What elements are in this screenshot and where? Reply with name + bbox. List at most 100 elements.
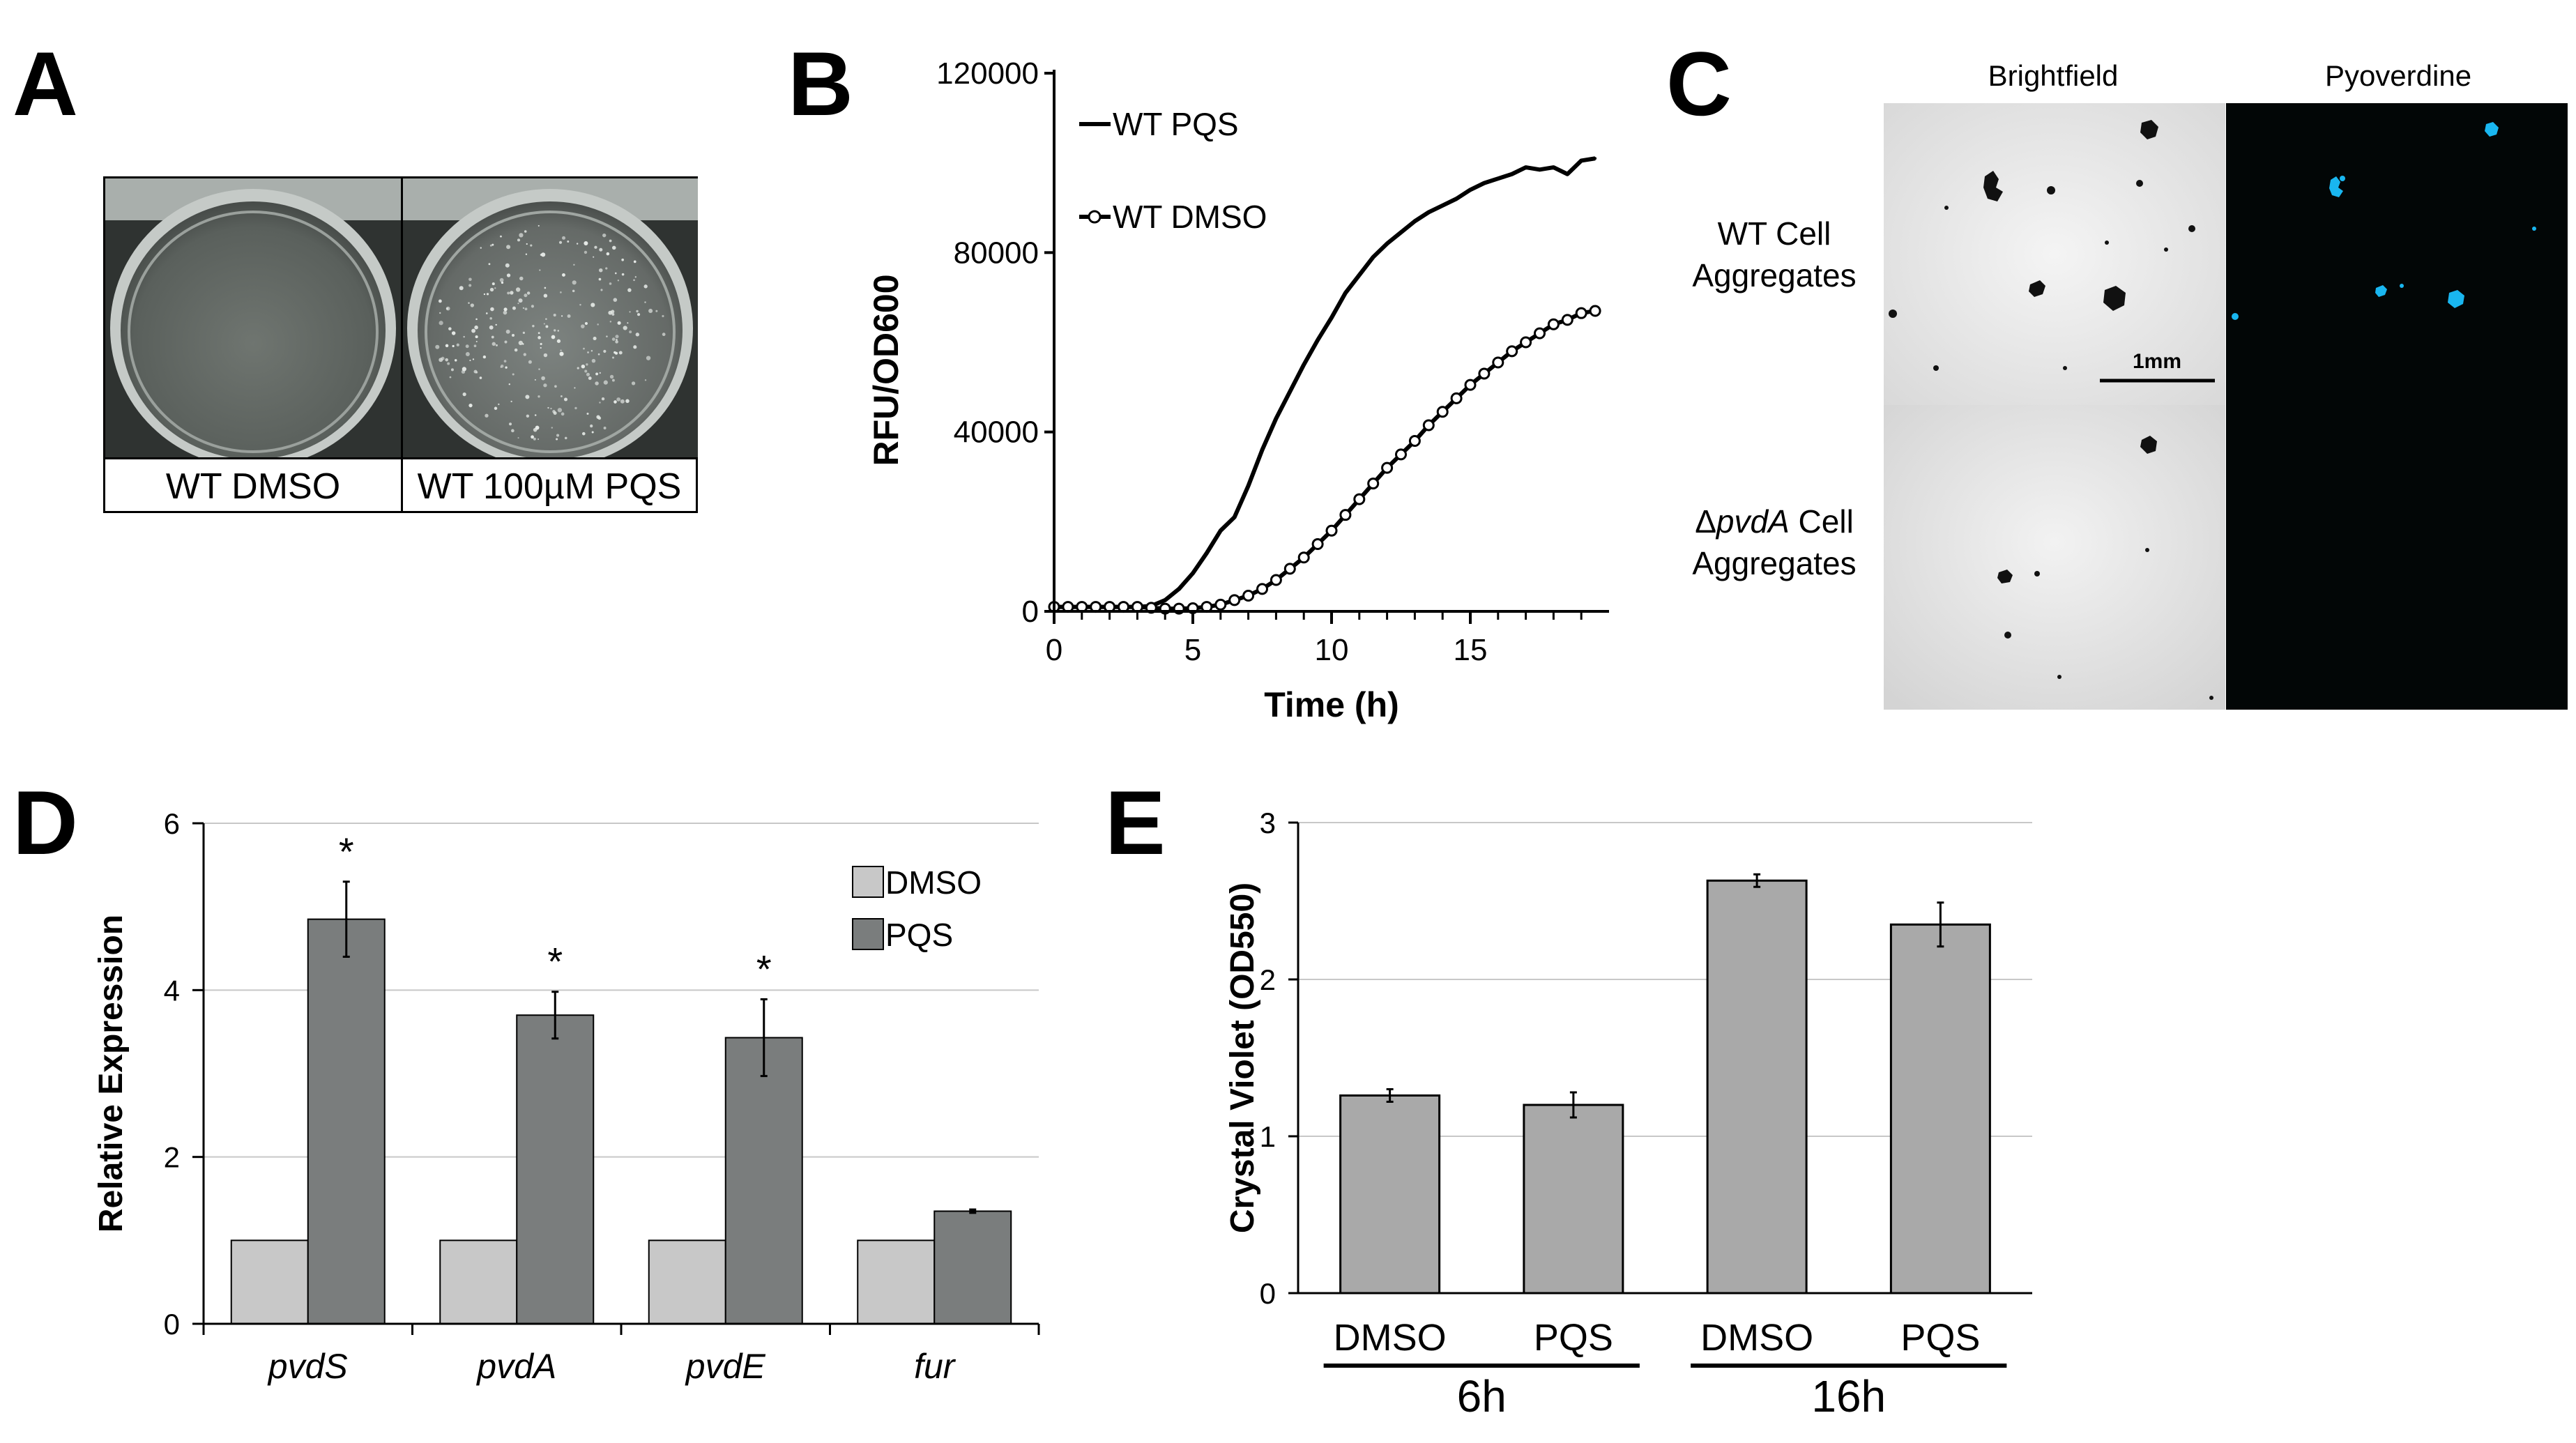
panel-label-a: A (13, 33, 78, 135)
aggregate-speck (526, 291, 531, 295)
aggregate-speck (620, 399, 625, 404)
aggregate-speck (543, 323, 545, 325)
aggregate-speck (584, 321, 588, 326)
aggregate-speck (445, 344, 449, 348)
aggregate-speck (472, 358, 475, 360)
aggregate-speck (456, 343, 459, 346)
data-point-wt-pqs (1357, 273, 1361, 277)
row-label-pvda: ΔpvdA Cell Aggregates (1673, 501, 1875, 584)
aggregate-speck (514, 348, 518, 352)
aggregate-speck (473, 344, 477, 348)
bar-pqs-pvdE (724, 1037, 803, 1324)
aggregate-speck (539, 269, 541, 271)
aggregate-speck (623, 326, 627, 330)
aggregate-speck (559, 351, 564, 356)
aggregate-speck (611, 312, 615, 316)
data-point-wt-dmso (1478, 367, 1491, 380)
data-point-wt-dmso (1492, 356, 1504, 369)
legend-label: WT DMSO (1113, 199, 1267, 235)
data-point-wt-dmso (1214, 598, 1227, 611)
data-point-wt-dmso (1422, 419, 1435, 432)
aggregate-speck (556, 438, 558, 441)
aggregate-speck (590, 350, 593, 352)
data-point-wt-pqs (1413, 220, 1417, 223)
aggregate-speck (611, 245, 616, 250)
data-point-wt-pqs (1371, 255, 1375, 259)
aggregate-speck (655, 310, 658, 312)
aggregate-speck (524, 293, 528, 298)
data-point-wt-dmso (1381, 461, 1394, 474)
data-point-wt-dmso (1506, 345, 1518, 358)
aggregate-speck (501, 281, 504, 284)
data-point-wt-pqs (1343, 291, 1347, 295)
aggregate-speck (489, 317, 492, 320)
aggregate-speck (545, 318, 547, 320)
aggregate-speck (583, 347, 585, 350)
aggregate-speck (447, 362, 450, 365)
legend-swatch-pqs (852, 918, 884, 950)
aggregate-speck (616, 397, 621, 402)
aggregate-speck (611, 337, 616, 341)
data-point-wt-pqs (1441, 204, 1445, 207)
aggregate-speck (590, 424, 593, 428)
micrograph-pvda-pyoverdine (2226, 405, 2568, 710)
x-axis-title: Time (h) (1264, 685, 1399, 724)
aggregate-speck (499, 277, 504, 282)
chart-d: * * * 0 2 4 6 pvdS pvdA pvdE fur Relative Expressi… (93, 807, 1040, 1386)
aggregate-speck (505, 263, 510, 268)
data-point-wt-pqs (1316, 338, 1320, 342)
data-point-wt-pqs (1524, 166, 1527, 169)
aggregate-speck (602, 233, 607, 238)
data-point-wt-pqs (1330, 316, 1333, 319)
aggregate-speck (510, 291, 514, 295)
aggregate-speck (629, 311, 631, 313)
y-tick-label: 1 (1260, 1120, 1276, 1153)
aggregate-speck (580, 324, 585, 328)
aggregate-speck (646, 356, 651, 360)
aggregate-speck (471, 328, 476, 333)
aggregate-speck (491, 282, 495, 286)
aggregate-speck (506, 245, 511, 250)
aggregate-speck (479, 376, 482, 379)
aggregate-speck (591, 358, 596, 363)
aggregate-speck (560, 291, 562, 293)
aggregate-speck (584, 241, 588, 246)
aggregate-speck (522, 331, 525, 334)
aggregate-speck (518, 340, 523, 346)
data-point-wt-pqs (1385, 242, 1389, 245)
aggregate-speck (468, 302, 470, 304)
data-point-wt-pqs (1247, 484, 1250, 487)
aggregate-speck (586, 413, 589, 415)
y-tick-label: 4 (164, 974, 180, 1007)
y-tick-label: 6 (164, 807, 180, 840)
aggregate-speck (500, 235, 502, 238)
aggregate-speck (506, 273, 511, 277)
x-tick-label: 15 (1454, 633, 1488, 667)
aggregate-speck (616, 339, 618, 341)
aggregate-speck (518, 298, 523, 303)
data-point-wt-dmso (1408, 435, 1421, 448)
x-tick-label-pvdE: pvdE (685, 1347, 766, 1386)
aggregate-speck (617, 321, 621, 325)
data-point-wt-dmso (1395, 448, 1407, 461)
aggregate-speck (581, 432, 586, 436)
data-point-wt-dmso (1228, 594, 1241, 606)
data-point-wt-pqs (1219, 529, 1222, 533)
y-tick-label: 0 (1260, 1277, 1276, 1310)
aggregate-speck (621, 273, 625, 276)
aggregate-speck (541, 252, 546, 257)
y-tick-label: 80000 (954, 236, 1039, 270)
column-header-pyoverdine: Pyoverdine (2324, 59, 2472, 92)
aggregate-speck (522, 343, 524, 345)
aggregate-speck (538, 224, 540, 227)
aggregate-speck (648, 308, 653, 314)
aggregate-speck (561, 273, 565, 277)
aggregate-speck (459, 286, 464, 291)
aggregate-speck (538, 368, 540, 370)
x-tick-label-pvdA: pvdA (475, 1347, 556, 1386)
aggregate-speck (591, 431, 594, 434)
panel-label-d: D (13, 772, 78, 873)
dish-label-dmso: WT DMSO (105, 457, 401, 513)
aggregate-speck (509, 422, 512, 426)
aggregate-speck (544, 287, 547, 289)
